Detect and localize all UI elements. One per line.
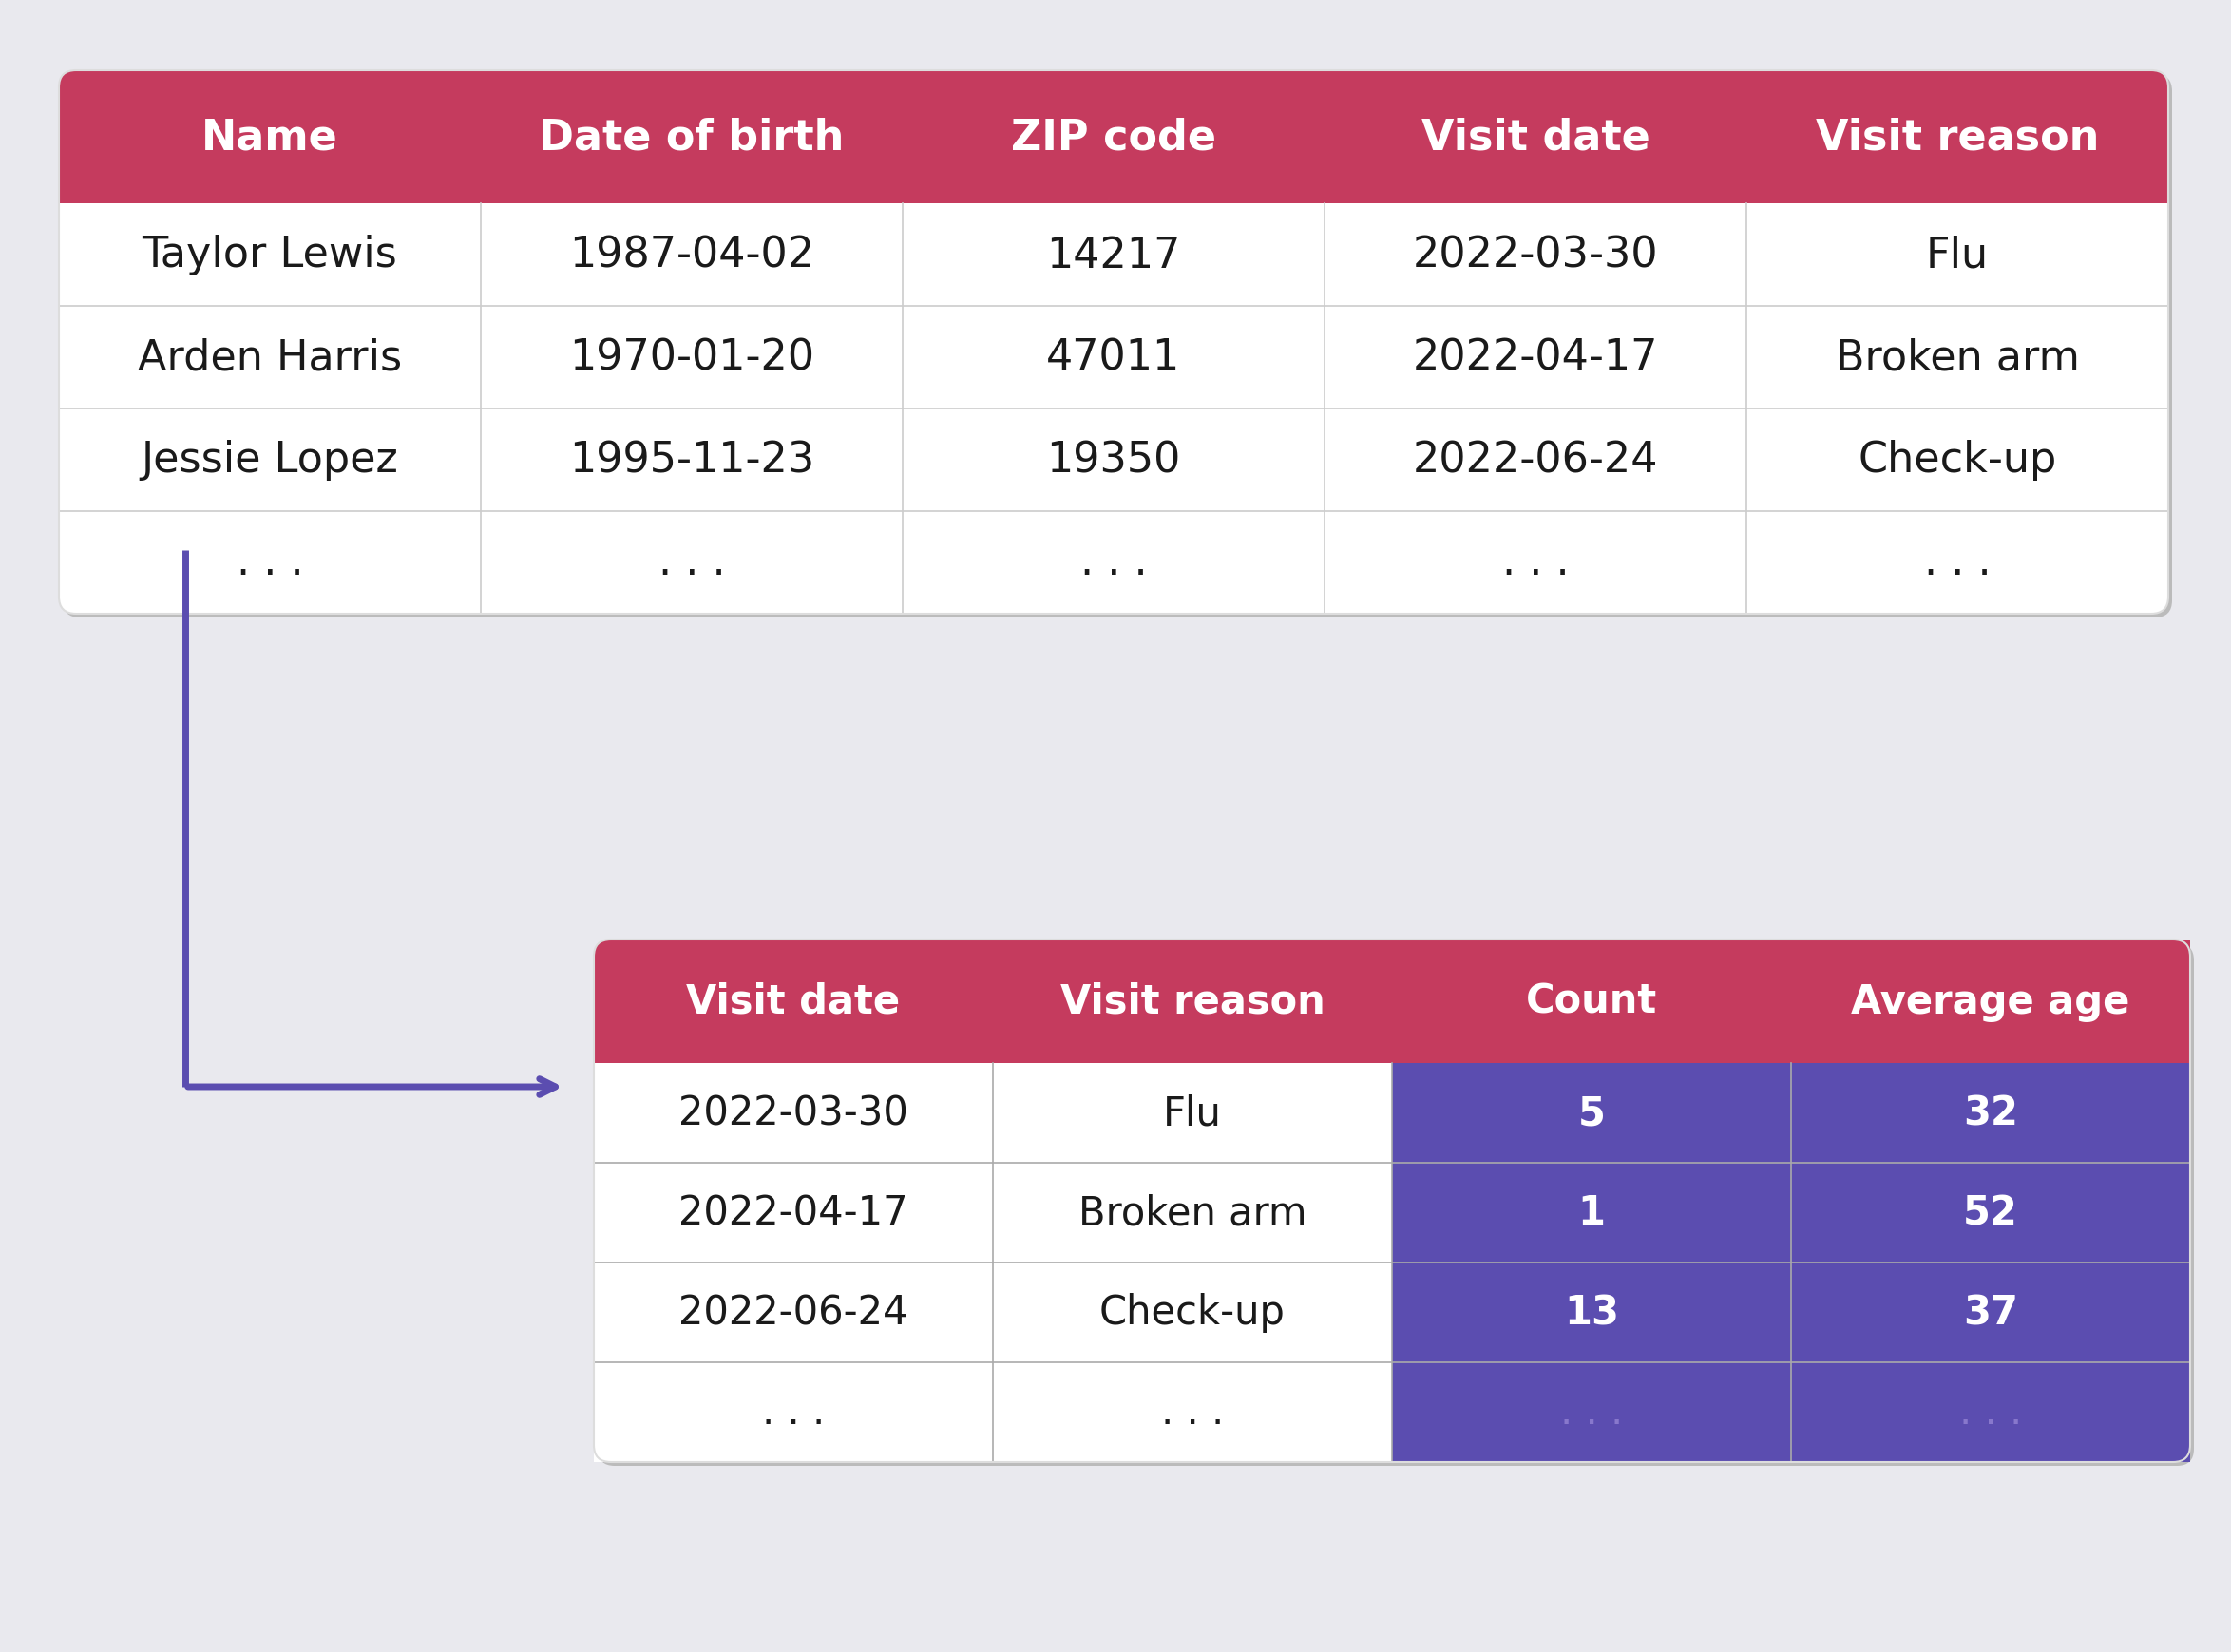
Text: 52: 52: [1963, 1193, 2019, 1232]
FancyBboxPatch shape: [598, 943, 2193, 1465]
Text: 14217: 14217: [1046, 235, 1180, 276]
FancyBboxPatch shape: [1392, 1427, 2191, 1462]
Text: 47011: 47011: [1046, 337, 1180, 378]
Text: 32: 32: [1963, 1094, 2019, 1133]
Bar: [1392, 940, 2191, 1064]
Text: 2022-04-17: 2022-04-17: [1412, 337, 1658, 378]
Bar: [1392, 1064, 1410, 1080]
Text: Flu: Flu: [1925, 235, 1988, 276]
Text: Taylor Lewis: Taylor Lewis: [143, 235, 397, 276]
Text: 2022-04-17: 2022-04-17: [678, 1193, 908, 1232]
Bar: [593, 1427, 1392, 1462]
Text: 2022-03-30: 2022-03-30: [678, 1094, 908, 1133]
FancyBboxPatch shape: [58, 71, 2169, 205]
Bar: [1392, 1046, 2191, 1064]
Text: 1970-01-20: 1970-01-20: [569, 337, 814, 378]
Text: Check-up: Check-up: [1100, 1292, 1285, 1333]
Text: Arden Harris: Arden Harris: [138, 337, 402, 378]
Text: 2022-06-24: 2022-06-24: [678, 1292, 908, 1333]
Text: Jessie Lopez: Jessie Lopez: [141, 439, 399, 481]
Text: 2022-06-24: 2022-06-24: [1412, 439, 1658, 481]
Text: . . .: . . .: [1501, 542, 1568, 583]
Text: Flu: Flu: [1162, 1094, 1223, 1133]
Text: 5: 5: [1577, 1094, 1606, 1133]
FancyBboxPatch shape: [62, 74, 2173, 618]
Text: . . .: . . .: [658, 542, 725, 583]
Text: . . .: . . .: [1959, 1393, 2021, 1432]
Text: . . .: . . .: [1080, 542, 1147, 583]
Bar: [593, 1046, 2191, 1064]
Text: 1: 1: [1577, 1193, 1606, 1232]
Text: . . .: . . .: [1160, 1393, 1225, 1432]
Bar: [1392, 1064, 2191, 1462]
Text: Visit date: Visit date: [687, 981, 901, 1021]
Bar: [1392, 940, 1410, 1462]
Text: Name: Name: [201, 117, 339, 159]
Text: . . .: . . .: [236, 542, 303, 583]
Text: Visit reason: Visit reason: [1816, 117, 2099, 159]
Text: Date of birth: Date of birth: [540, 117, 843, 159]
Text: Check-up: Check-up: [1858, 439, 2057, 481]
Text: Visit reason: Visit reason: [1060, 981, 1325, 1021]
FancyBboxPatch shape: [1392, 940, 2191, 1462]
Text: Count: Count: [1526, 981, 1658, 1021]
Text: 1995-11-23: 1995-11-23: [569, 439, 814, 481]
Bar: [58, 187, 2169, 205]
Text: Broken arm: Broken arm: [1078, 1193, 1307, 1232]
Text: . . .: . . .: [1923, 542, 1990, 583]
Text: ZIP code: ZIP code: [1011, 117, 1216, 159]
FancyBboxPatch shape: [593, 1427, 1392, 1462]
Bar: [593, 1427, 611, 1462]
Text: Average age: Average age: [1852, 981, 2131, 1021]
FancyBboxPatch shape: [593, 940, 2191, 1064]
Text: Visit date: Visit date: [1421, 117, 1651, 159]
Text: 19350: 19350: [1046, 439, 1180, 481]
Text: Broken arm: Broken arm: [1836, 337, 2079, 378]
Text: 13: 13: [1564, 1292, 1620, 1333]
FancyBboxPatch shape: [593, 940, 2191, 1462]
Text: 37: 37: [1963, 1292, 2019, 1333]
FancyBboxPatch shape: [58, 71, 2169, 615]
Text: . . .: . . .: [1559, 1393, 1622, 1432]
Text: 1987-04-02: 1987-04-02: [569, 235, 814, 276]
Text: 2022-03-30: 2022-03-30: [1412, 235, 1658, 276]
Text: . . .: . . .: [763, 1393, 825, 1432]
Bar: [593, 1064, 1392, 1462]
FancyBboxPatch shape: [593, 1427, 1392, 1462]
